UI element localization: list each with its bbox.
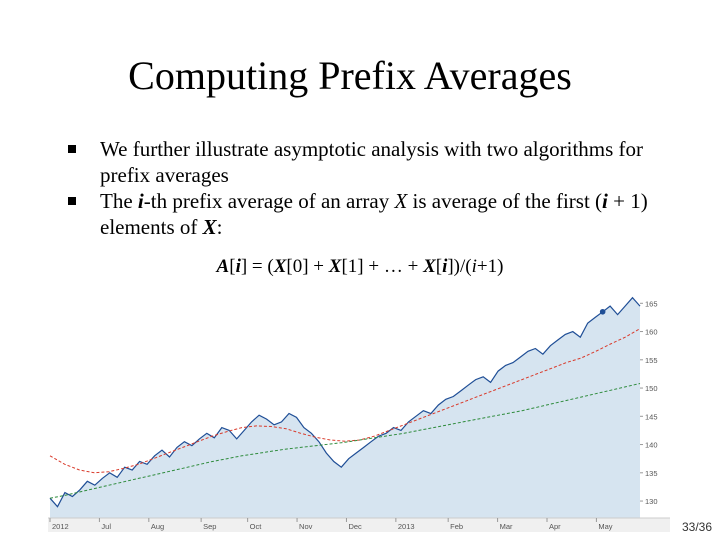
bullet-text-2: The i-th prefix average of an array X is… (100, 189, 648, 239)
x-tick-label: Oct (250, 522, 263, 531)
text-run: X (328, 256, 342, 277)
x-axis-band (48, 518, 670, 532)
x-tick-label: Aug (151, 522, 164, 531)
bullet-square-icon (68, 197, 76, 205)
prefix-average-formula: A[i] = (X[0] + X[1] + … + X[i])/(i+1) (0, 256, 720, 278)
text-run: A (216, 256, 230, 277)
stock-chart: 2012 Jul Aug Sep Oct Nov Dec 2013 Feb Mar Apr May 13… (48, 290, 670, 532)
moving-average-50-line (49, 328, 641, 474)
text-run: +1) (476, 256, 504, 277)
text-run: We further illustrate asymptotic analysi… (100, 137, 644, 187)
text-run: is average of the first ( (407, 189, 603, 213)
text-run: i (602, 189, 608, 213)
text-run: [ (435, 256, 443, 277)
text-run: The (100, 189, 138, 213)
text-run: X (202, 215, 217, 239)
x-tick-label: Apr (549, 522, 561, 531)
price-area-fill (50, 297, 640, 518)
text-run: [ (229, 256, 236, 277)
x-tick-label: 2012 (52, 522, 69, 531)
bullet-list: We further illustrate asymptotic analysi… (68, 136, 678, 240)
chart-svg: 2012 Jul Aug Sep Oct Nov Dec 2013 Feb Mar Apr May 13… (48, 292, 670, 532)
text-run: i (137, 189, 144, 213)
x-tick-label: 2013 (398, 522, 415, 531)
y-tick-label: 140 (645, 441, 658, 450)
bullet-text-1: We further illustrate asymptotic analysi… (100, 137, 643, 187)
text-run: [1] + … + (341, 256, 424, 277)
y-tick-label: 145 (645, 412, 658, 421)
bullet-item-2: The i-th prefix average of an array X is… (68, 188, 678, 240)
x-tick-label: May (598, 522, 612, 531)
y-tick-label: 160 (645, 328, 658, 337)
price-line (49, 296, 641, 508)
text-run: i (471, 256, 477, 277)
text-run: : (216, 215, 223, 239)
text-run: [0] + (286, 256, 329, 277)
y-tick-label: 150 (645, 384, 658, 393)
bullet-item-1: We further illustrate asymptotic analysi… (68, 136, 678, 188)
moving-average-200-line (49, 383, 641, 499)
page-number: 33/36 (681, 520, 712, 534)
y-tick-label: 130 (645, 497, 658, 506)
x-tick-label: Dec (348, 522, 362, 531)
text-run: i (442, 256, 448, 277)
text-run: i (235, 256, 241, 277)
x-tick-label: Mar (500, 522, 513, 531)
text-run: X (423, 256, 436, 277)
bullet-square-icon (68, 145, 76, 153)
y-tick-label: 165 (645, 299, 658, 308)
text-run: + 1) elements of (100, 189, 648, 239)
x-tick-label: Feb (450, 522, 463, 531)
text-run: X (273, 256, 287, 277)
y-tick-label: 135 (645, 469, 658, 478)
x-tick-label: Sep (203, 522, 216, 531)
x-tick-label: Jul (101, 522, 111, 531)
slide-title: Computing Prefix Averages (128, 53, 572, 98)
y-tick-label: 155 (645, 356, 658, 365)
text-run: X (394, 189, 408, 213)
price-marker (599, 308, 606, 315)
text-run: ] = ( (240, 256, 274, 277)
text-run: -th prefix average of an array (143, 189, 395, 213)
text-run: ])/( (447, 256, 472, 277)
x-tick-label: Nov (299, 522, 313, 531)
